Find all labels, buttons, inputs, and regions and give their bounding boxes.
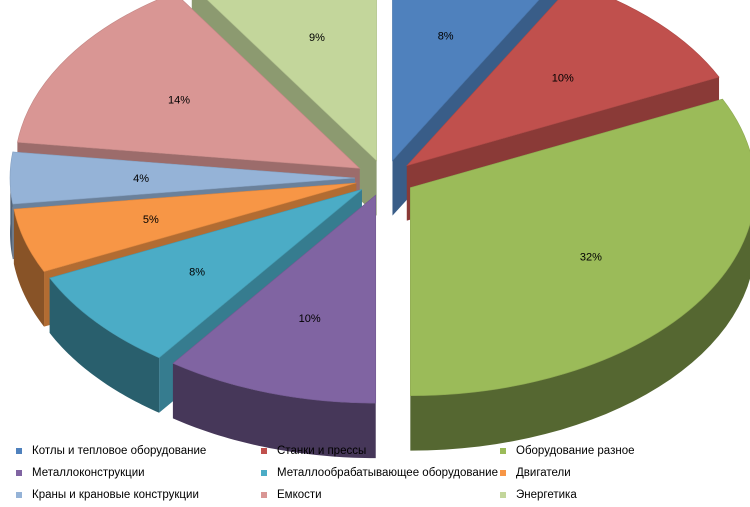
data-label: 4%: [133, 173, 149, 185]
data-label: 9%: [309, 32, 325, 44]
pie-slice: [410, 98, 750, 396]
data-label: 32%: [580, 252, 602, 264]
pie-slice: [9, 151, 356, 205]
pie-slice: [207, 0, 377, 162]
data-label: 8%: [438, 31, 454, 43]
pie-slice-group: 32%: [410, 98, 750, 451]
pie-slice: [405, 0, 720, 167]
pie-slice-wall: [49, 278, 160, 413]
data-label: 5%: [143, 214, 159, 226]
data-label: 14%: [168, 94, 190, 106]
data-label: 10%: [552, 72, 574, 84]
data-label: 10%: [299, 313, 321, 325]
data-label: 8%: [189, 267, 205, 279]
pie-slice: [13, 182, 357, 272]
pie-slice: [172, 194, 377, 404]
pie-slice-wall: [13, 209, 45, 327]
pie-slice-wall: [410, 223, 750, 451]
pie-slice: [49, 189, 363, 359]
pie-slice: [392, 0, 540, 162]
pie-slice-wall: [172, 363, 376, 459]
pie-slice-group: 10%: [172, 194, 377, 459]
pie-slice: [17, 0, 361, 169]
